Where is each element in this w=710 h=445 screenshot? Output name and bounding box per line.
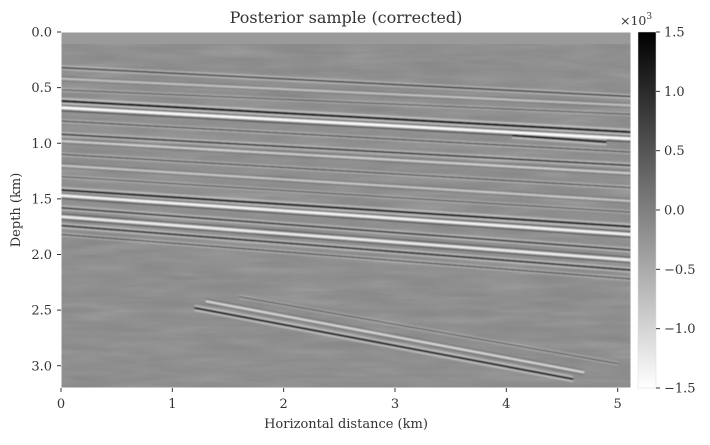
reflector-sidelobe <box>61 166 631 204</box>
reflector-layer <box>61 65 631 383</box>
y-tick-label: 0.5 <box>31 81 52 96</box>
reflector <box>61 99 631 134</box>
reflector <box>61 120 631 154</box>
reflector <box>205 300 585 374</box>
reflector <box>61 133 631 167</box>
reflector-sidelobe <box>61 76 631 105</box>
reflector <box>61 215 631 262</box>
reflector-sidelobe <box>239 297 618 366</box>
colorbar-tick-label: −0.5 <box>664 263 696 278</box>
reflector <box>61 106 631 141</box>
colorbar-tick-label: 1.5 <box>664 26 685 41</box>
colorbar-tick-label: 0.0 <box>664 204 685 219</box>
reflector <box>61 164 631 202</box>
x-tick-label: 4 <box>502 397 510 412</box>
reflector-sidelobe <box>61 155 631 190</box>
reflector-sidelobe <box>61 213 631 259</box>
reflector <box>61 188 631 228</box>
y-tick-label: 3.0 <box>31 359 52 374</box>
reflector-sidelobe <box>194 309 574 383</box>
colorbar-tick-label: −1.5 <box>664 382 696 397</box>
reflector-sidelobe <box>61 97 631 131</box>
reflector <box>61 66 631 98</box>
reflector-sidelobe <box>61 118 631 152</box>
reflector-sidelobe <box>61 138 631 173</box>
y-axis-label: Depth (km) <box>9 173 24 248</box>
x-tick-label: 1 <box>168 397 176 412</box>
colorbar-scale-prefix: ×10 <box>620 13 646 28</box>
reflector-sidelobe <box>61 205 631 249</box>
colorbar: 1.5 1.0 0.5 0.0 −0.5 −1.0 −1.5 ×103 <box>620 12 696 397</box>
y-tick-label: 1.5 <box>31 192 52 207</box>
colorbar-scale: ×103 <box>620 12 652 28</box>
reflector <box>511 134 607 144</box>
reflector-sidelobe <box>61 79 631 108</box>
colorbar-ticks: 1.5 1.0 0.5 0.0 −0.5 −1.0 −1.5 <box>656 26 696 397</box>
top-mute-zone <box>61 32 631 44</box>
x-tick-label: 3 <box>391 397 399 412</box>
reflector-sidelobe <box>61 68 631 99</box>
reflector <box>61 206 631 252</box>
y-tick-label: 2.0 <box>31 248 52 263</box>
reflector-sidelobe <box>61 235 631 282</box>
colorbar-tick-label: 0.5 <box>664 144 685 159</box>
reflector-sidelobe <box>61 174 631 212</box>
reflector <box>61 194 631 236</box>
colorbar-gradient <box>637 31 657 389</box>
reflector-sidelobe <box>194 304 574 378</box>
reflector-sidelobe <box>61 209 631 253</box>
reflector-sidelobe <box>511 137 607 146</box>
reflector <box>61 175 631 214</box>
reflector <box>61 89 631 116</box>
reflector <box>61 140 631 175</box>
reflector-sidelobe <box>61 122 631 155</box>
y-tick-label: 2.5 <box>31 304 52 319</box>
reflector <box>61 77 631 107</box>
reflector-sidelobe <box>61 163 631 201</box>
reflector-sidelobe <box>61 191 631 230</box>
reflector <box>61 224 631 272</box>
reflector-sidelobe <box>61 135 631 169</box>
reflector-sidelobe <box>61 186 631 226</box>
reflector <box>238 295 618 365</box>
colorbar-tick-label: −1.0 <box>664 322 696 337</box>
reflector-sidelobe <box>61 226 631 273</box>
x-axis-label: Horizontal distance (km) <box>264 417 428 432</box>
x-axis-ticks: 0 1 2 3 4 5 <box>57 388 622 412</box>
reflector <box>61 233 631 280</box>
reflector-sidelobe <box>61 65 631 96</box>
reflector <box>61 153 631 189</box>
reflector-sidelobe <box>205 302 585 375</box>
reflector-sidelobe <box>61 218 631 264</box>
reflector-sidelobe <box>61 104 631 138</box>
x-tick-label: 2 <box>280 397 288 412</box>
reflector-sidelobe <box>511 132 607 141</box>
reflector-sidelobe <box>61 192 631 233</box>
y-tick-label: 1.0 <box>31 137 52 152</box>
colorbar-tick-label: 1.0 <box>664 85 685 100</box>
reflector-sidelobe <box>61 90 631 117</box>
plot-frame <box>60 31 632 389</box>
reflector <box>194 306 574 381</box>
plot-area <box>61 32 631 388</box>
reflector-sidelobe <box>61 152 631 187</box>
reflector-sidelobe <box>239 294 618 363</box>
colorbar-scale-exponent: 3 <box>646 12 652 22</box>
x-tick-label: 0 <box>57 397 65 412</box>
reflector-sidelobe <box>205 298 585 372</box>
reflector-sidelobe <box>61 102 631 136</box>
y-tick-label: 0.0 <box>31 26 52 41</box>
reflector-sidelobe <box>61 197 631 238</box>
x-tick-label: 5 <box>614 397 622 412</box>
reflector-sidelobe <box>61 177 631 215</box>
y-axis-ticks: 0.0 0.5 1.0 1.5 2.0 2.5 3.0 <box>31 26 61 374</box>
reflector-sidelobe <box>61 222 631 269</box>
reflector-sidelobe <box>61 87 631 114</box>
reflector-sidelobe <box>61 142 631 176</box>
reflector-sidelobe <box>61 232 631 278</box>
reflector-sidelobe <box>61 131 631 165</box>
chart-title: Posterior sample (corrected) <box>230 8 463 27</box>
